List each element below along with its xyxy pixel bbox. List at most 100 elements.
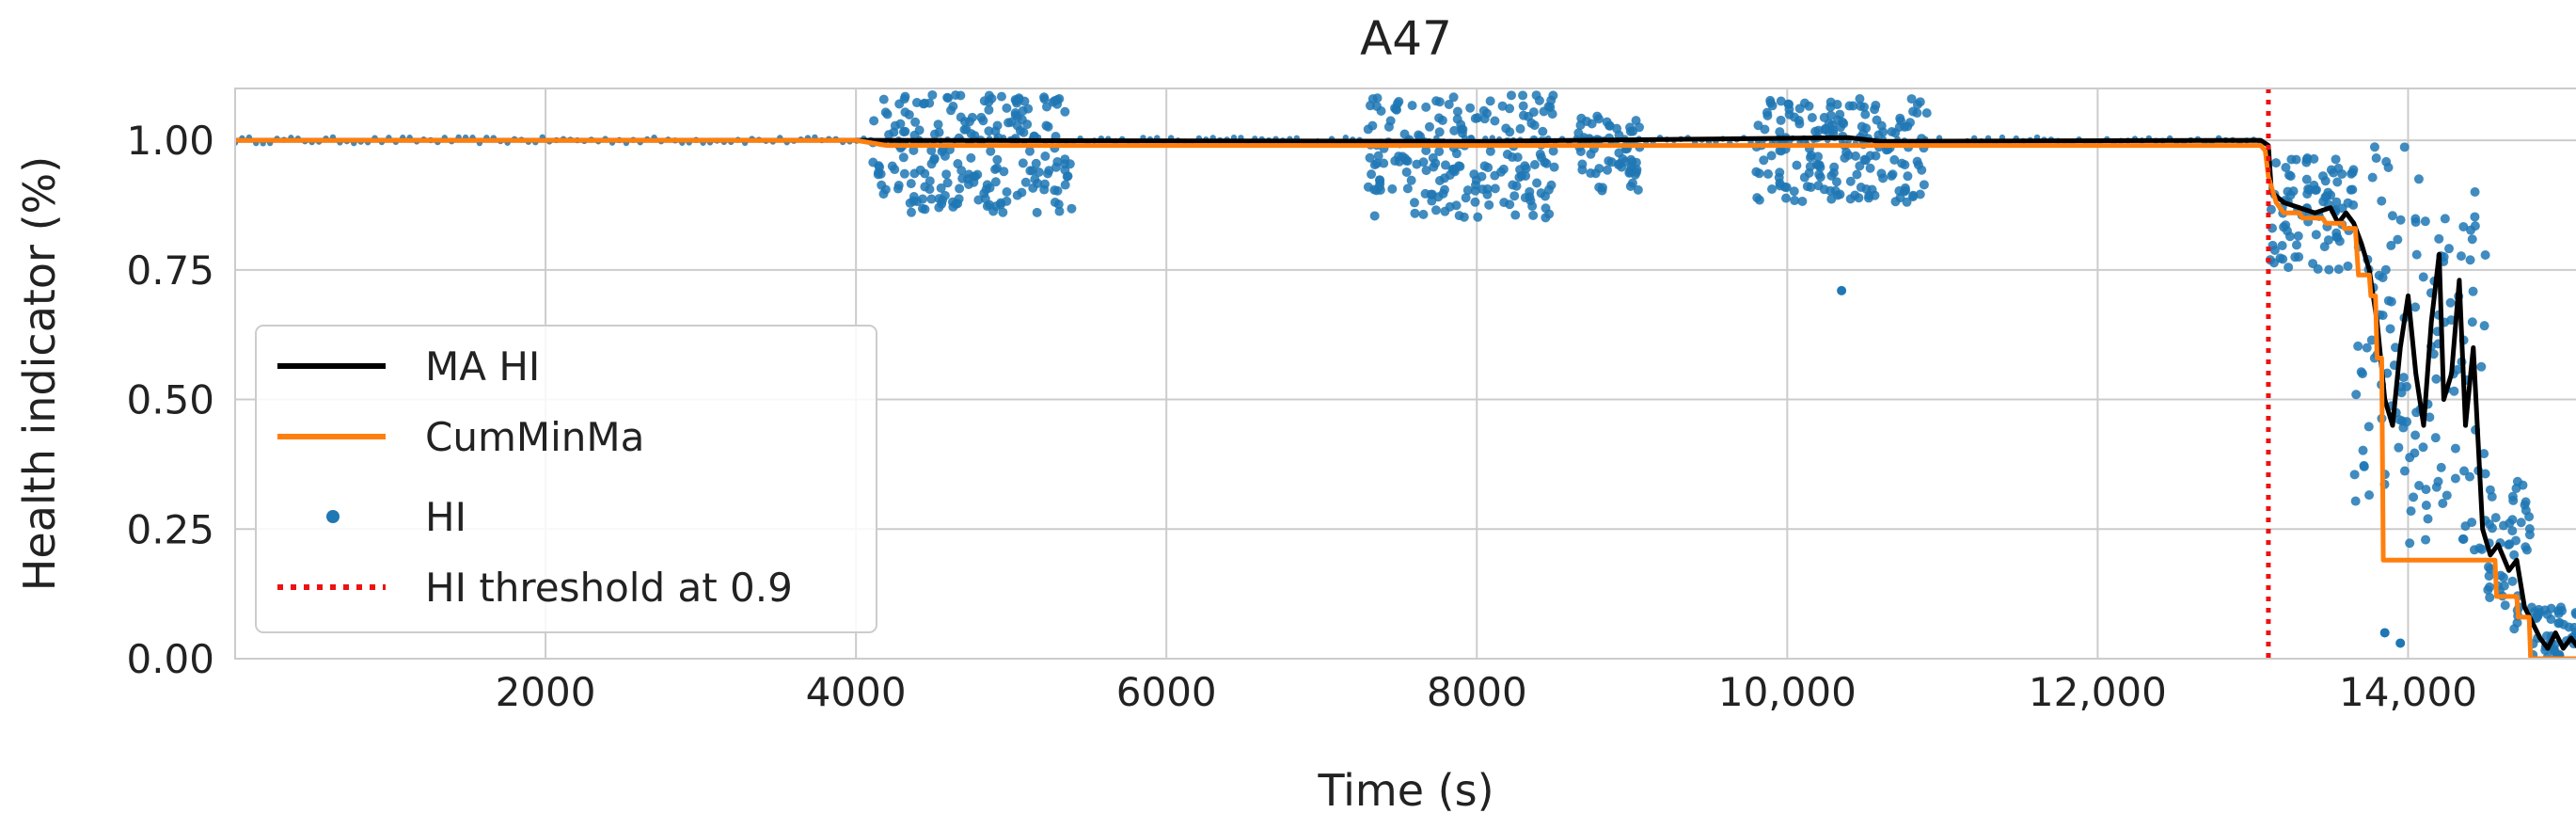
hi-point: [1767, 184, 1778, 195]
chart-title: A47: [1360, 11, 1452, 66]
hi-point: [1040, 151, 1051, 161]
hi-point: [1002, 103, 1012, 113]
hi-point: [2450, 473, 2460, 484]
hi-point: [1547, 109, 1557, 120]
hi-point: [920, 182, 930, 192]
hi-point: [920, 168, 930, 179]
hi-point: [2507, 576, 2518, 586]
hi-point: [1479, 114, 1490, 124]
hi-point: [1402, 183, 1413, 194]
hi-point: [1860, 109, 1871, 120]
hi-point: [1813, 160, 1824, 170]
hi-point: [1512, 152, 1523, 163]
hi-point: [2399, 466, 2410, 476]
hi-point: [2377, 196, 2387, 206]
hi-point: [2553, 606, 2564, 616]
hi-point: [1908, 190, 1919, 200]
hi-point: [1521, 163, 1531, 173]
hi-point: [2358, 445, 2368, 455]
hi-point: [1505, 104, 1515, 114]
hi-point: [1840, 152, 1850, 163]
hi-point: [2516, 518, 2526, 528]
hi-point: [2321, 191, 2331, 201]
hi-point: [1430, 205, 1441, 215]
hi-point: [1434, 175, 1445, 185]
hi-point: [1054, 93, 1065, 104]
hi-point: [873, 169, 883, 180]
hi-point: [942, 178, 953, 188]
hi-point: [1857, 121, 1867, 132]
hi-point: [1887, 127, 1897, 137]
hi-point: [2430, 433, 2441, 443]
hi-point: [992, 154, 1003, 165]
hi-point: [2394, 415, 2405, 425]
hi-point: [981, 184, 991, 195]
hi-point: [1418, 209, 1429, 219]
hi-point: [2467, 234, 2477, 245]
hi-point: [2479, 321, 2489, 331]
hi-point: [914, 125, 925, 136]
hi-point: [1399, 129, 1410, 139]
hi-point: [1518, 101, 1528, 111]
y-tick-label: 0.75: [126, 247, 214, 294]
hi-point: [1485, 96, 1495, 106]
hi-point: [1598, 183, 1608, 193]
hi-point: [2386, 240, 2396, 250]
hi-point: [934, 194, 944, 204]
hi-point: [910, 117, 921, 127]
hi-point: [2410, 302, 2421, 312]
hi-point: [1860, 155, 1871, 166]
hi-point: [2470, 212, 2480, 222]
hi-point: [2371, 153, 2381, 164]
hi-point: [1852, 169, 1862, 180]
hi-point: [1456, 124, 1466, 135]
hi-point: [1367, 94, 1378, 104]
hi-point: [1888, 169, 1898, 180]
hi-point: [966, 152, 976, 163]
hi-point: [1444, 99, 1454, 109]
hi-point: [1410, 208, 1420, 218]
hi-point: [2476, 361, 2487, 372]
hi-point: [2395, 215, 2406, 225]
hi-point: [1387, 183, 1398, 194]
hi-point: [1509, 191, 1520, 201]
hi-point: [1014, 93, 1024, 104]
hi-point: [2347, 168, 2357, 179]
hi-point: [1414, 130, 1424, 140]
hi-point: [2309, 153, 2319, 164]
hi-point: [920, 98, 930, 108]
hi-point: [2385, 324, 2395, 334]
hi-point: [1781, 193, 1792, 203]
hi-point: [2532, 613, 2542, 623]
hi-point: [1379, 158, 1389, 168]
hi-point: [2358, 369, 2368, 379]
hi-point: [1010, 110, 1020, 120]
hi-point: [2507, 515, 2518, 525]
hi-point: [1401, 167, 1412, 177]
plot-frame: [234, 88, 2576, 660]
hi-point: [2311, 230, 2321, 240]
hi-point: [1902, 197, 1912, 207]
hi-point: [899, 94, 909, 104]
hi-point: [1906, 94, 1917, 104]
hi-point: [2304, 184, 2315, 195]
hi-point: [2468, 286, 2478, 296]
hi-point: [1369, 211, 1380, 221]
hi-point: [2402, 417, 2412, 427]
hi-point: [1042, 102, 1052, 112]
hi-point: [1855, 94, 1865, 104]
hi-point: [1367, 169, 1377, 180]
hi-point: [1043, 168, 1053, 179]
hi-point: [2294, 252, 2304, 263]
hi-point: [1620, 156, 1630, 167]
hi-point: [1478, 105, 1489, 116]
hi-point: [898, 152, 909, 163]
hi-point: [1470, 113, 1480, 123]
hi-point: [2409, 492, 2419, 502]
legend-swatch-hi: [326, 510, 340, 523]
hi-point: [990, 177, 1001, 187]
hi-point: [1813, 181, 1824, 191]
hi-point: [1895, 113, 1905, 123]
hi-point: [1633, 184, 1643, 195]
hi-point: [2421, 485, 2431, 495]
